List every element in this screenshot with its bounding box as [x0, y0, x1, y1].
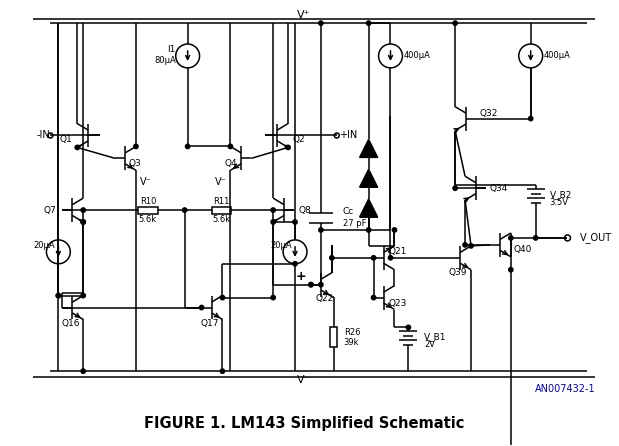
Text: V_OUT: V_OUT [579, 232, 612, 244]
Text: -IN: -IN [37, 131, 50, 140]
Circle shape [271, 208, 275, 212]
Text: Q39: Q39 [449, 268, 467, 277]
Text: 400μA: 400μA [404, 51, 430, 61]
Circle shape [366, 228, 371, 232]
Text: V⁻: V⁻ [297, 375, 311, 385]
Circle shape [319, 228, 323, 232]
Circle shape [371, 256, 376, 260]
Circle shape [271, 220, 275, 224]
Circle shape [388, 256, 392, 260]
Circle shape [366, 21, 371, 25]
Text: Q3: Q3 [129, 159, 142, 168]
Circle shape [81, 220, 85, 224]
Circle shape [81, 208, 85, 212]
Circle shape [75, 145, 79, 149]
Text: 5.6k: 5.6k [212, 215, 230, 223]
Circle shape [199, 306, 204, 310]
Polygon shape [360, 199, 378, 217]
Circle shape [309, 282, 313, 287]
Circle shape [220, 369, 225, 373]
Circle shape [453, 186, 457, 190]
Text: 27 pF: 27 pF [343, 219, 366, 227]
Circle shape [392, 228, 397, 232]
Circle shape [406, 325, 410, 330]
Text: 3.5V: 3.5V [550, 198, 569, 206]
Text: Q21: Q21 [388, 248, 407, 256]
Text: 5.6k: 5.6k [139, 215, 157, 223]
Text: FIGURE 1. LM143 Simplified Schematic: FIGURE 1. LM143 Simplified Schematic [144, 417, 464, 431]
Text: 20μA: 20μA [271, 241, 292, 250]
Circle shape [228, 144, 233, 149]
Circle shape [509, 268, 513, 272]
Circle shape [371, 295, 376, 300]
Text: R10: R10 [140, 197, 156, 206]
Text: Q40: Q40 [514, 245, 532, 254]
Circle shape [463, 243, 467, 247]
Text: Q16: Q16 [61, 319, 80, 328]
Text: Q22: Q22 [316, 294, 334, 303]
Text: AN007432-1: AN007432-1 [535, 384, 595, 394]
Text: 80μA: 80μA [154, 56, 176, 66]
Text: Q2: Q2 [292, 135, 305, 144]
Circle shape [186, 144, 190, 149]
Circle shape [183, 208, 187, 212]
Text: V⁺: V⁺ [297, 10, 311, 20]
Text: Q34: Q34 [490, 184, 508, 193]
Polygon shape [360, 169, 378, 187]
Text: Q1: Q1 [59, 135, 72, 144]
Circle shape [134, 144, 138, 149]
Text: 20μA: 20μA [34, 241, 55, 250]
Text: R26: R26 [344, 328, 360, 337]
Bar [138, 206, 158, 214]
Text: +IN: +IN [339, 131, 357, 140]
Circle shape [469, 244, 474, 248]
Circle shape [56, 293, 61, 298]
Circle shape [81, 293, 85, 298]
Text: Cc: Cc [343, 206, 354, 215]
Circle shape [220, 295, 225, 300]
Text: Q32: Q32 [480, 109, 498, 118]
Polygon shape [360, 140, 378, 157]
Circle shape [293, 220, 297, 224]
Circle shape [319, 21, 323, 25]
Circle shape [453, 21, 457, 25]
Circle shape [529, 116, 533, 121]
Circle shape [293, 262, 297, 266]
Circle shape [509, 236, 513, 240]
Bar [331, 327, 337, 347]
Circle shape [271, 295, 275, 300]
Text: R11: R11 [214, 197, 230, 206]
Circle shape [56, 293, 61, 298]
Text: 400μA: 400μA [543, 51, 571, 61]
Text: V_B2: V_B2 [550, 190, 572, 198]
Text: V⁻: V⁻ [215, 177, 227, 187]
Text: +: + [296, 270, 306, 283]
Circle shape [81, 369, 85, 373]
Circle shape [319, 282, 323, 287]
Circle shape [534, 236, 538, 240]
Text: Q4: Q4 [225, 159, 237, 168]
Text: 2V: 2V [424, 340, 435, 349]
Bar [212, 206, 232, 214]
Text: I1: I1 [167, 45, 176, 54]
Circle shape [286, 145, 290, 149]
Text: Q8: Q8 [298, 206, 311, 215]
Text: Q7: Q7 [43, 206, 56, 215]
Text: Q17: Q17 [201, 319, 219, 328]
Text: V_B1: V_B1 [424, 332, 447, 341]
Text: V⁻: V⁻ [140, 177, 152, 187]
Circle shape [330, 256, 334, 260]
Text: 39k: 39k [344, 338, 359, 347]
Circle shape [81, 220, 85, 224]
Circle shape [309, 282, 313, 287]
Text: Q23: Q23 [388, 299, 407, 308]
